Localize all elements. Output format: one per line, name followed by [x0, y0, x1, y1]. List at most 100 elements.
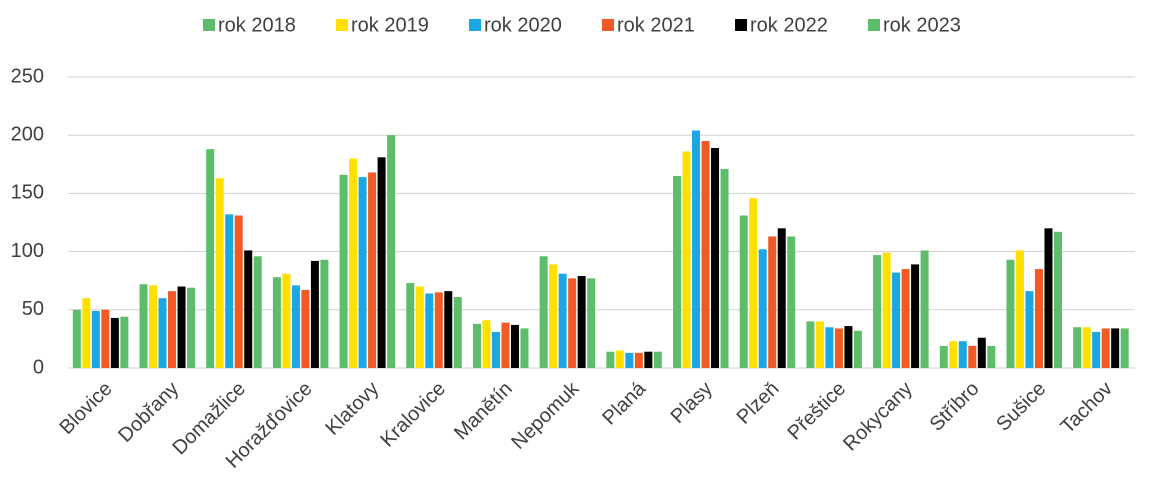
bar	[987, 345, 996, 368]
bar	[625, 352, 634, 368]
bar	[882, 252, 891, 368]
bar	[520, 328, 529, 368]
bar	[244, 250, 253, 368]
bar	[549, 264, 558, 368]
y-tick-label: 150	[11, 182, 44, 204]
bar	[673, 175, 682, 368]
bar	[711, 148, 720, 368]
bar	[1015, 250, 1024, 368]
bar	[806, 321, 815, 368]
bar	[72, 309, 81, 368]
bar	[968, 345, 977, 368]
x-tick-label: Planá	[598, 377, 650, 429]
bar	[349, 158, 358, 368]
y-tick-label: 200	[11, 123, 44, 145]
bar	[453, 296, 462, 368]
bar	[1053, 231, 1062, 368]
bar	[853, 330, 862, 368]
bar	[177, 286, 186, 368]
x-tick-label: Rokycany	[839, 378, 917, 456]
x-tick-label: Nepomuk	[507, 377, 584, 454]
bar	[434, 292, 443, 368]
bar	[1111, 328, 1120, 368]
bar	[558, 273, 567, 368]
legend-swatch	[203, 19, 215, 31]
bar	[120, 316, 129, 368]
bar	[1006, 259, 1015, 368]
x-tick-label: Tachov	[1057, 378, 1117, 438]
bar	[101, 309, 110, 368]
y-tick-label: 100	[11, 240, 44, 262]
bar	[682, 151, 691, 368]
bar	[739, 215, 748, 368]
bar	[491, 331, 500, 368]
legend-label: rok 2019	[351, 14, 429, 36]
bar	[1034, 269, 1043, 368]
bar	[815, 321, 824, 368]
x-tick-label: Plasy	[667, 378, 717, 428]
x-tick-label: Blovice	[55, 378, 116, 439]
x-tick-label: Manětín	[450, 378, 517, 445]
bar	[339, 174, 348, 368]
bar	[387, 135, 396, 368]
y-tick-label: 50	[22, 298, 44, 320]
bar	[892, 272, 901, 368]
bar	[168, 291, 177, 368]
bar	[139, 284, 148, 368]
bar	[606, 351, 615, 368]
bar	[644, 351, 653, 368]
bar	[958, 341, 967, 368]
bar	[615, 350, 624, 368]
bar	[844, 326, 853, 368]
bar	[749, 198, 758, 368]
bar	[634, 352, 643, 368]
bar	[301, 290, 310, 368]
bar	[777, 228, 786, 368]
bar	[1025, 291, 1034, 368]
bar	[1092, 331, 1101, 368]
bar	[920, 250, 929, 368]
bar	[720, 168, 729, 368]
legend-swatch	[336, 19, 348, 31]
bar	[310, 260, 319, 368]
bar	[653, 351, 662, 368]
bar	[1044, 228, 1053, 368]
bar	[225, 214, 234, 368]
bar	[253, 256, 262, 368]
bar	[787, 236, 796, 368]
bar	[501, 322, 510, 368]
bar	[149, 285, 158, 368]
bar	[158, 298, 167, 368]
bar	[282, 273, 291, 368]
y-tick-label: 0	[33, 356, 44, 378]
bar	[1120, 328, 1129, 368]
bar	[415, 286, 424, 368]
bar	[406, 283, 415, 368]
bar	[444, 291, 453, 368]
bar	[234, 215, 243, 368]
bar	[377, 157, 386, 368]
bar	[1082, 327, 1091, 368]
bar	[272, 277, 281, 368]
y-tick-label: 250	[11, 65, 44, 87]
legend-label: rok 2023	[883, 14, 961, 36]
bar	[1101, 328, 1110, 368]
bar	[977, 337, 986, 368]
bar	[187, 287, 196, 368]
bar	[949, 341, 958, 368]
x-tick-label: Klatovy	[321, 378, 383, 440]
bar	[873, 255, 882, 368]
bar	[834, 328, 843, 368]
legend-swatch	[868, 19, 880, 31]
bar	[358, 177, 367, 368]
legend-label: rok 2021	[617, 14, 695, 36]
x-tick-label: Stříbro	[926, 378, 984, 436]
bar	[215, 178, 224, 368]
bar	[482, 320, 491, 368]
bar	[825, 327, 834, 368]
legend-label: rok 2022	[750, 14, 828, 36]
bar	[768, 236, 777, 368]
bar	[91, 310, 100, 368]
bar	[701, 141, 710, 368]
